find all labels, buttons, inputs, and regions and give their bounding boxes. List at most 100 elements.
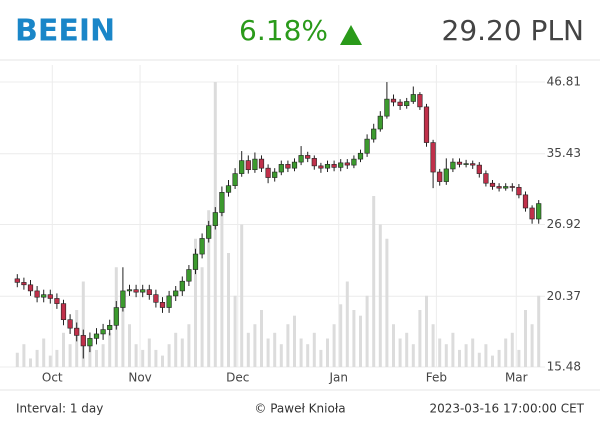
volume-bar — [134, 344, 138, 367]
volume-bar — [517, 349, 521, 367]
volume-bar — [471, 338, 475, 367]
candle-body — [239, 160, 245, 174]
candle-body — [430, 142, 436, 173]
x-tick-label: Oct — [42, 371, 63, 385]
candle-body — [351, 158, 357, 166]
x-tick-label: Feb — [426, 371, 447, 385]
candle-body — [357, 152, 364, 160]
volume-bar — [464, 344, 468, 367]
candle-body — [338, 162, 344, 168]
volume-bar — [147, 338, 151, 367]
candle-body — [522, 194, 529, 209]
candle-body — [483, 173, 489, 184]
volume-bar — [497, 349, 501, 367]
volume-bar — [101, 344, 105, 367]
candle-body — [87, 338, 93, 347]
volume-bar — [286, 324, 290, 367]
candle-body — [404, 101, 410, 106]
volume-bar — [279, 344, 283, 367]
volume-bar — [378, 224, 382, 367]
volume-bar — [273, 332, 277, 367]
interval: Interval: 1 day — [16, 402, 103, 416]
candle-body — [377, 115, 383, 130]
volume-bar — [194, 238, 197, 367]
volume-bar — [359, 315, 362, 367]
candle-body — [27, 284, 34, 292]
volume-bar — [240, 224, 244, 367]
candle-body — [74, 327, 80, 336]
candle-body — [371, 128, 377, 140]
candle-body — [159, 302, 166, 308]
candle-body — [21, 282, 27, 286]
volume-bar — [444, 344, 448, 367]
candle-body — [126, 289, 133, 292]
candle-body — [311, 158, 317, 167]
candle-body — [120, 290, 126, 308]
candle-body — [113, 307, 119, 326]
volume-bar — [42, 338, 46, 367]
volume-bar — [339, 304, 343, 367]
volume-bar — [161, 355, 164, 367]
candle-body — [166, 295, 172, 308]
volume-bar — [458, 349, 461, 367]
volume-bar — [484, 344, 488, 367]
volume-bar — [299, 338, 303, 367]
y-tick-label: 15.48 — [547, 360, 581, 374]
candle-body — [225, 185, 232, 193]
candle-body — [199, 238, 205, 255]
candle-body — [536, 203, 542, 220]
candle-body — [509, 186, 515, 188]
candle-body — [298, 155, 304, 163]
volume-bar — [81, 281, 85, 367]
volume-bar — [326, 338, 329, 367]
candle-body — [496, 186, 502, 189]
candle-body — [41, 294, 47, 298]
volume-bar — [246, 332, 250, 367]
candle-body — [278, 164, 284, 173]
candle-body — [470, 163, 476, 166]
candle-body — [232, 173, 238, 186]
x-tick-label: Nov — [128, 371, 151, 385]
candle-body — [529, 207, 535, 220]
volume-bar — [392, 324, 395, 367]
volume-bar — [128, 324, 131, 367]
volume-bar — [332, 324, 336, 367]
up-arrow — [340, 25, 362, 45]
candle-body — [384, 98, 390, 117]
volume-bar — [29, 358, 32, 367]
candle-body — [324, 164, 331, 169]
volume-bar — [431, 324, 435, 367]
candle-body — [331, 164, 337, 168]
candle-body — [390, 98, 397, 103]
candle-body — [258, 158, 265, 169]
volume-bar — [385, 238, 389, 367]
candle-body — [344, 162, 350, 166]
candle-body — [186, 269, 192, 282]
volume-bar — [220, 196, 224, 367]
candle-body — [410, 94, 416, 102]
volume-bar — [306, 344, 310, 367]
price: 29.20 PLN — [442, 14, 585, 47]
candle-body — [423, 106, 430, 143]
volume-bar — [121, 295, 125, 367]
candle-body — [397, 101, 403, 106]
volume-bar — [365, 295, 369, 367]
volume-bar — [108, 332, 112, 367]
volume-bar — [141, 349, 145, 367]
volume-bar — [491, 355, 494, 367]
volume-bar — [187, 324, 191, 367]
candle-body — [153, 294, 159, 303]
volume-bar — [233, 295, 237, 367]
y-tick-label: 20.37 — [547, 289, 581, 303]
candle-body — [47, 294, 53, 299]
candle-body — [192, 253, 199, 270]
candle-body — [272, 171, 278, 178]
candle-body — [107, 325, 113, 330]
candle-body — [93, 333, 100, 339]
candle-body — [140, 289, 146, 293]
volume-bar — [425, 295, 428, 367]
candle-body — [80, 335, 86, 347]
volume-bar — [55, 349, 59, 367]
volume-bar — [68, 344, 72, 367]
